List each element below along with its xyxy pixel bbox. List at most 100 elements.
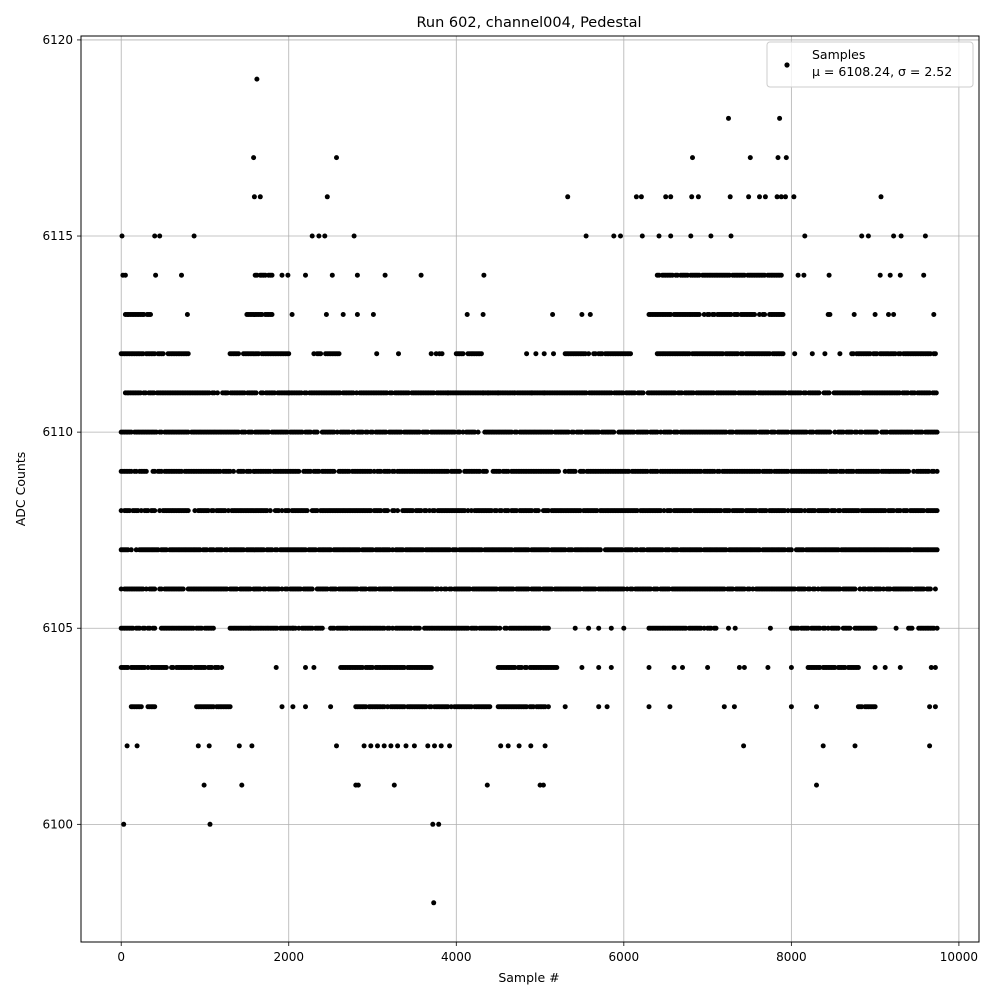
data-point <box>640 390 646 396</box>
data-point <box>855 665 861 670</box>
data-point <box>361 743 367 749</box>
data-point <box>236 351 241 357</box>
data-point <box>329 272 335 278</box>
data-point <box>303 704 308 710</box>
data-point <box>731 704 737 710</box>
data-point <box>778 194 784 200</box>
data-point <box>484 782 490 788</box>
data-point <box>788 665 794 670</box>
data-point <box>478 351 484 357</box>
data-point <box>311 665 317 670</box>
data-point <box>579 665 585 670</box>
x-tick-label: 4000 <box>441 950 472 964</box>
data-point <box>533 351 539 357</box>
data-point <box>540 782 546 788</box>
data-point <box>375 743 380 749</box>
data-point <box>324 194 330 200</box>
data-point <box>611 233 617 239</box>
data-point <box>780 312 786 317</box>
data-point <box>732 625 738 631</box>
data-point <box>430 821 436 827</box>
data-point <box>334 155 339 161</box>
data-point <box>788 704 794 710</box>
data-point <box>690 155 695 161</box>
data-point <box>411 743 417 749</box>
data-point <box>195 743 201 749</box>
chart-title: Run 602, channel004, Pedestal <box>416 15 641 31</box>
data-point <box>726 625 731 631</box>
data-point <box>897 665 903 670</box>
data-point <box>668 194 674 200</box>
data-point <box>886 312 891 317</box>
data-point <box>747 155 753 161</box>
data-point <box>859 233 865 239</box>
data-point <box>322 233 328 239</box>
data-point <box>516 743 522 749</box>
data-point <box>671 665 677 670</box>
data-point <box>428 665 434 670</box>
data-point <box>309 233 315 239</box>
axis-ticks: 0 2000 4000 6000 8000 10000 6100 6105 6110 6115 61… <box>42 33 978 964</box>
data-point <box>124 743 130 749</box>
data-point <box>572 625 578 631</box>
data-point <box>826 272 832 278</box>
data-point <box>251 155 257 161</box>
data-point <box>152 586 158 592</box>
data-point <box>791 194 797 200</box>
data-point <box>608 665 614 670</box>
data-point <box>138 704 144 710</box>
data-point <box>780 351 786 357</box>
data-point <box>551 351 556 357</box>
data-point <box>688 233 694 239</box>
data-point <box>728 233 734 239</box>
data-point <box>122 272 128 278</box>
data-point <box>323 312 329 317</box>
data-point <box>286 390 292 396</box>
data-point <box>184 312 190 317</box>
data-point <box>505 743 511 749</box>
data-point <box>887 272 893 278</box>
data-points <box>118 76 940 906</box>
y-tick-label: 6105 <box>42 621 73 635</box>
data-point <box>485 390 491 396</box>
data-point <box>314 429 320 435</box>
data-point <box>583 233 589 239</box>
data-point <box>148 312 153 317</box>
data-point <box>439 351 445 357</box>
data-point <box>388 743 394 749</box>
data-point <box>877 272 883 278</box>
data-point <box>713 625 719 631</box>
data-point <box>579 312 585 317</box>
data-point <box>396 351 401 357</box>
data-point <box>801 272 807 278</box>
data-point <box>382 272 388 278</box>
data-point <box>872 625 878 631</box>
data-point <box>696 312 702 317</box>
data-point <box>227 704 233 710</box>
data-point <box>762 194 768 200</box>
data-point <box>893 625 899 631</box>
data-point <box>391 782 397 788</box>
data-point <box>795 272 801 278</box>
y-tick-label: 6110 <box>42 425 73 439</box>
data-point <box>596 704 602 710</box>
data-point <box>927 743 933 749</box>
data-point <box>562 704 568 710</box>
data-point <box>822 351 828 357</box>
data-point <box>874 429 880 435</box>
data-point <box>721 704 727 710</box>
data-point <box>328 704 334 710</box>
data-point <box>909 625 915 631</box>
data-point <box>152 625 158 631</box>
data-point <box>336 351 342 357</box>
data-point <box>933 390 939 396</box>
data-point <box>290 704 296 710</box>
data-point <box>309 586 315 592</box>
x-axis-label: Sample # <box>498 970 559 985</box>
data-point <box>541 351 547 357</box>
data-point <box>865 233 871 239</box>
data-point <box>611 429 617 435</box>
data-point <box>932 665 938 670</box>
